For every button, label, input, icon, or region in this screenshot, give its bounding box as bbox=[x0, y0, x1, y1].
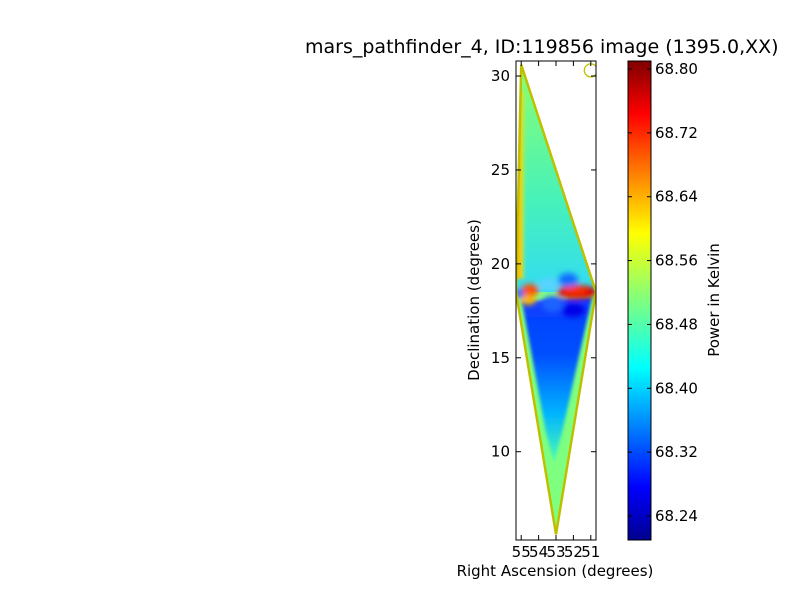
low-power-region bbox=[522, 297, 592, 463]
x-tick-label: 52 bbox=[564, 543, 583, 561]
band-hot-right-core bbox=[563, 286, 588, 295]
colorbar-tick-label: 68.48 bbox=[655, 315, 698, 333]
y-tick-label: 20 bbox=[491, 255, 510, 273]
colorbar-ticks: 68.24 68.32 68.40 68.48 68.56 68.64 68.72 68.80 bbox=[628, 60, 698, 525]
colorbar-tick-label: 68.64 bbox=[655, 188, 698, 206]
x-tick-label: 54 bbox=[529, 543, 548, 561]
y-axis: 10 15 20 25 30 bbox=[491, 67, 596, 461]
y-tick-label: 10 bbox=[491, 443, 510, 461]
y-tick-label: 15 bbox=[491, 349, 510, 367]
colorbar-tick-label: 68.80 bbox=[655, 60, 698, 78]
footprint-edge bbox=[516, 64, 596, 535]
band-cool-mid bbox=[539, 278, 560, 291]
x-tick-label: 53 bbox=[546, 543, 565, 561]
band-cold-upper bbox=[558, 273, 579, 288]
colorbar bbox=[627, 60, 652, 541]
y-tick-label: 30 bbox=[491, 67, 510, 85]
x-tick-label: 51 bbox=[581, 543, 600, 561]
colorbar-tick-label: 68.24 bbox=[655, 507, 698, 525]
x-axis-label: Right Ascension (degrees) bbox=[457, 562, 654, 580]
band-cold-lower bbox=[541, 296, 564, 313]
colorbar-tick-label: 68.40 bbox=[655, 379, 698, 397]
band-hot-left bbox=[520, 284, 539, 297]
band-deep-cold bbox=[561, 303, 586, 318]
band-warm-left bbox=[520, 295, 537, 306]
colorbar-tick-label: 68.56 bbox=[655, 252, 698, 270]
chart-title: mars_pathfinder_4, ID:119856 image (1395… bbox=[305, 36, 779, 58]
y-axis-label: Declination (degrees) bbox=[465, 219, 483, 381]
plot-area bbox=[516, 63, 596, 535]
colorbar-tick-label: 68.72 bbox=[655, 124, 698, 142]
x-tick-label: 55 bbox=[512, 543, 531, 561]
y-tick-label: 25 bbox=[491, 161, 510, 179]
colorbar-tick-label: 68.32 bbox=[655, 443, 698, 461]
colorbar-label: Power in Kelvin bbox=[705, 243, 723, 357]
